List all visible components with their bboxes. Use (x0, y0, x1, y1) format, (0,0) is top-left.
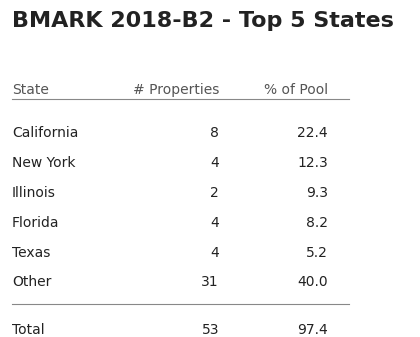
Text: 4: 4 (210, 216, 219, 229)
Text: Other: Other (12, 275, 51, 289)
Text: 97.4: 97.4 (297, 323, 328, 337)
Text: New York: New York (12, 156, 76, 170)
Text: 2: 2 (210, 186, 219, 200)
Text: Florida: Florida (12, 216, 59, 229)
Text: 31: 31 (202, 275, 219, 289)
Text: Total: Total (12, 323, 45, 337)
Text: Illinois: Illinois (12, 186, 56, 200)
Text: 5.2: 5.2 (306, 246, 328, 259)
Text: Texas: Texas (12, 246, 50, 259)
Text: 22.4: 22.4 (297, 126, 328, 140)
Text: 53: 53 (202, 323, 219, 337)
Text: 4: 4 (210, 246, 219, 259)
Text: State: State (12, 83, 49, 97)
Text: 12.3: 12.3 (297, 156, 328, 170)
Text: % of Pool: % of Pool (264, 83, 328, 97)
Text: # Properties: # Properties (133, 83, 219, 97)
Text: 4: 4 (210, 156, 219, 170)
Text: 8.2: 8.2 (306, 216, 328, 229)
Text: BMARK 2018-B2 - Top 5 States: BMARK 2018-B2 - Top 5 States (12, 11, 394, 31)
Text: 8: 8 (210, 126, 219, 140)
Text: California: California (12, 126, 78, 140)
Text: 40.0: 40.0 (297, 275, 328, 289)
Text: 9.3: 9.3 (306, 186, 328, 200)
